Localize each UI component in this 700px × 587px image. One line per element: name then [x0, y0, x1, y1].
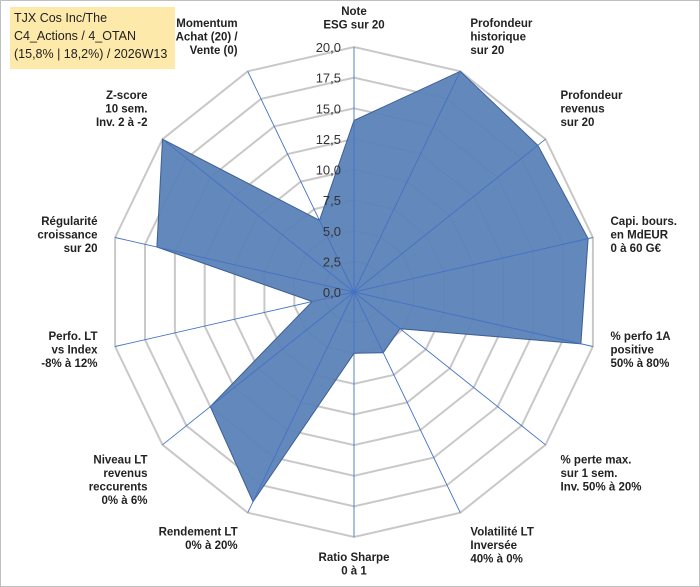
chart-title-box: TJX Cos Inc/The C4_Actions / 4_OTAN (15,… — [10, 7, 175, 69]
axis-label-9: Niveau LT revenus reccurents 0% à 6% — [89, 455, 148, 508]
axis-spoke-9 — [162, 291, 355, 446]
axis-label-line: Capi. bours. — [611, 216, 677, 228]
axis-spoke-8 — [247, 291, 355, 513]
axis-label-line: Perfo. LT — [49, 331, 98, 343]
title-line-name: TJX Cos Inc/The — [14, 11, 108, 25]
axis-label-line: Ratio Sharpe — [319, 552, 390, 564]
tick-label: 7,5 — [323, 193, 341, 208]
tick-label: 12,5 — [316, 132, 341, 147]
axis-label-line: vs Index — [51, 345, 98, 357]
axis-label-line: Rendement LT — [159, 526, 238, 538]
axis-label-line: Inversée — [470, 540, 517, 552]
axis-label-line: Z-score — [106, 90, 148, 102]
axis-label-line: Volatilité LT — [470, 526, 533, 538]
axis-label-line: % perte max. — [561, 455, 632, 467]
axis-spoke-2 — [353, 138, 546, 293]
axis-label-line: Régularité — [41, 216, 97, 228]
axis-spoke-11 — [114, 237, 355, 293]
axis-label-line: sur 20 — [470, 45, 504, 57]
axis-spoke-4 — [353, 291, 594, 347]
axis-label-8: Rendement LT 0% à 20% — [159, 526, 238, 552]
axis-spoke-1 — [353, 71, 461, 293]
axis-label-line: -8% à 12% — [41, 358, 97, 370]
axis-label-line: 0 à 1 — [341, 566, 367, 578]
axis-label-line: sur 1 sem. — [561, 468, 618, 480]
axis-label-line: Niveau LT — [93, 455, 147, 467]
axis-label-line: sur 20 — [561, 117, 595, 129]
axis-label-line: Profondeur — [561, 90, 623, 102]
axis-label-line: croissance — [37, 229, 97, 241]
axis-label-7: Ratio Sharpe 0 à 1 — [319, 552, 390, 578]
axis-spoke-10 — [114, 291, 355, 347]
tick-label: 5,0 — [323, 224, 341, 239]
axis-label-line: Note — [341, 6, 367, 18]
axis-label-line: ESG sur 20 — [323, 20, 384, 32]
axis-label-line: en MdEUR — [611, 229, 669, 241]
tick-label: 17,5 — [316, 71, 341, 86]
axis-label-line: 0% à 6% — [101, 495, 147, 507]
axis-label-line: % perfo 1A — [611, 331, 671, 343]
tick-label: 2,5 — [323, 254, 341, 269]
axis-label-line: Achat (20) / — [176, 32, 239, 44]
axis-label-line: Inv. 50% à 20% — [561, 482, 642, 494]
tick-label: 10,0 — [316, 163, 341, 178]
series-area — [156, 70, 589, 503]
title-line-category: C4_Actions / 4_OTAN — [14, 29, 137, 43]
tick-label: 15,0 — [316, 101, 341, 116]
axis-label-5: % perte max. sur 1 sem. Inv. 50% à 20% — [561, 455, 642, 494]
axis-label-6: Volatilité LT Inversée 40% à 0% — [470, 526, 533, 565]
axis-label-line: 10 sem. — [105, 104, 147, 116]
axis-label-3: Capi. bours. en MdEUR 0 à 60 G€ — [611, 216, 677, 255]
axis-label-line: positive — [611, 345, 654, 357]
axis-label-line: historique — [470, 32, 526, 44]
axis-label-10: Perfo. LT vs Index -8% à 12% — [41, 331, 98, 370]
axis-label-line: revenus — [103, 468, 147, 480]
axis-spoke-13 — [247, 71, 355, 293]
axis-label-line: 0% à 20% — [185, 540, 237, 552]
axis-label-line: sur 20 — [64, 243, 98, 255]
axis-label-line: Momentum — [176, 18, 237, 30]
axis-spoke-12 — [162, 138, 355, 293]
tick-label: 0,0 — [323, 285, 341, 300]
axis-label-0: Note ESG sur 20 — [323, 6, 384, 32]
axis-label-4: % perfo 1A positive 50% à 80% — [611, 331, 671, 370]
axis-label-11: Régularité croissance sur 20 — [37, 216, 97, 255]
axis-spoke-3 — [353, 237, 594, 293]
axis-label-1: Profondeur historique sur 20 — [470, 18, 532, 57]
title-line-stats: (15,8% | 18,2%) / 2026W13 — [14, 47, 168, 61]
axis-label-2: Profondeur revenus sur 20 — [561, 90, 623, 129]
axis-label-13: Momentum Achat (20) / Vente (0) — [176, 18, 239, 57]
axis-label-line: Inv. 2 à -2 — [96, 117, 148, 129]
axis-label-line: 50% à 80% — [611, 358, 670, 370]
axis-label-line: Vente (0) — [190, 45, 238, 57]
axis-label-12: Z-score 10 sem. Inv. 2 à -2 — [96, 90, 148, 129]
tick-label: 20,0 — [316, 40, 341, 55]
axis-label-line: 40% à 0% — [470, 553, 522, 565]
axis-label-line: 0 à 60 G€ — [611, 243, 662, 255]
axis-spoke-6 — [353, 291, 461, 513]
axis-label-line: reccurents — [89, 482, 148, 494]
axis-spoke-5 — [353, 291, 546, 446]
axis-label-line: revenus — [561, 104, 605, 116]
axis-label-line: Profondeur — [470, 18, 532, 30]
